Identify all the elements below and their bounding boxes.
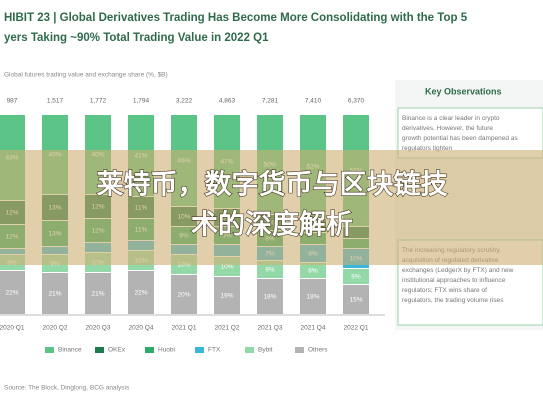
legend-label: Others [308, 347, 328, 354]
chart-subtitle: yers Taking ~90% Total Trading Value in … [4, 32, 269, 44]
segment-label: 10% [220, 264, 233, 271]
legend-label: FTX [208, 347, 221, 354]
observation-line: growth potential has been dampened as [402, 135, 518, 142]
x-tick-label: 2020 Q2 [43, 325, 68, 332]
segment-label: 8% [308, 268, 318, 275]
bar-segment [171, 275, 197, 314]
overlay-band [0, 150, 543, 265]
segment-label: 22% [134, 290, 147, 297]
x-tick-label: 2020 Q3 [86, 325, 111, 332]
legend-label: Bybit [258, 347, 273, 354]
observation-line: Binance is a clear leader in crypto [402, 115, 500, 122]
total-label: 7,281 [262, 98, 279, 105]
observation-line: regulators; FTX wins share of [402, 287, 487, 294]
total-label: 6,370 [348, 98, 365, 105]
chart-title: HIBIT 23 | Global Derivatives Trading Ha… [4, 12, 468, 24]
legend-label: Huobi [158, 347, 175, 354]
bar-segment [300, 263, 326, 278]
observation-line: regulators tighten [402, 145, 453, 152]
bar-segment [300, 279, 326, 314]
total-label: 987 [7, 98, 18, 105]
segment-label: 8% [351, 274, 361, 281]
observation-box [397, 107, 543, 159]
overlay-text: 术的深度解析 [191, 209, 353, 241]
bar-segment [343, 285, 369, 314]
segment-label: 18% [263, 294, 276, 301]
segment-label: 21% [48, 291, 61, 298]
panel-title: Key Observations [425, 86, 502, 96]
x-tick-label: 2020 Q1 [0, 325, 25, 332]
axis-label: Global futures trading value and exchang… [4, 72, 168, 79]
legend-swatch [95, 347, 104, 353]
legend-swatch [45, 347, 54, 353]
source: Source: The Block, Dinglong, BCG analysi… [4, 385, 130, 392]
total-label: 1,772 [90, 98, 107, 105]
bar-segment [257, 279, 283, 314]
segment-label: 18% [306, 294, 319, 301]
segment-label: 9% [265, 267, 275, 274]
total-label: 3,222 [176, 98, 193, 105]
x-tick-label: 2021 Q1 [172, 325, 197, 332]
bar-segment [42, 273, 68, 314]
segment-label: 10% [177, 262, 190, 269]
x-tick-label: 2020 Q4 [129, 325, 154, 332]
legend-swatch [245, 347, 254, 353]
observation-line: regulators, the trading volume rises [402, 297, 504, 304]
segment-label: 20% [177, 292, 190, 299]
observation-line: institutional approaches to influence [402, 277, 506, 284]
legend-label: Binance [58, 347, 82, 354]
segment-label: 22% [5, 290, 18, 297]
observation-text: Binance is a clear leader in crypto deriv… [402, 115, 518, 152]
total-label: 1,794 [133, 98, 150, 105]
legend-swatch [295, 347, 304, 353]
segment-label: 21% [91, 291, 104, 298]
x-tick-label: 2022 Q1 [344, 325, 369, 332]
bar-segment [343, 269, 369, 284]
x-tick-label: 2021 Q4 [301, 325, 326, 332]
total-label: 1,517 [47, 98, 64, 105]
legend-label: OKEx [108, 347, 126, 354]
total-label: 7,410 [305, 98, 322, 105]
bar-segment [85, 273, 111, 314]
total-label: 4,863 [219, 98, 236, 105]
legend-swatch [145, 347, 154, 353]
segment-label: 19% [220, 293, 233, 300]
bar-segment [128, 271, 154, 314]
bar-segment [257, 261, 283, 278]
bar-segment [214, 277, 240, 314]
bar-segment [0, 271, 25, 314]
x-tick-label: 2021 Q2 [215, 325, 240, 332]
overlay-text: 莱特币，数字货币与区块链技 [97, 169, 448, 201]
observation-line: exchanges (LedgerX by FTX) and new [402, 267, 514, 274]
legend-swatch [195, 347, 204, 353]
x-tick-label: 2021 Q3 [258, 325, 283, 332]
observation-line: derivatives. However, the future [402, 125, 493, 132]
segment-label: 15% [349, 297, 362, 304]
